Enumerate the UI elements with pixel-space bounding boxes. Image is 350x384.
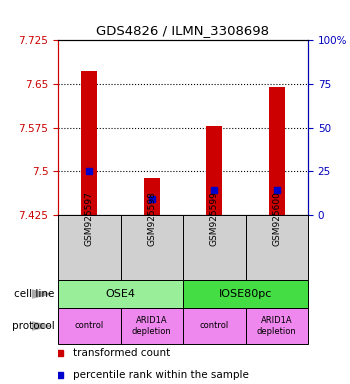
Polygon shape <box>32 290 51 298</box>
Text: ARID1A
depletion: ARID1A depletion <box>132 316 172 336</box>
Bar <box>58 280 183 308</box>
Bar <box>206 126 222 215</box>
Bar <box>245 215 308 280</box>
Text: protocol: protocol <box>12 321 55 331</box>
Bar <box>183 215 245 280</box>
Text: IOSE80pc: IOSE80pc <box>219 289 272 299</box>
Text: GSM925597: GSM925597 <box>85 191 94 246</box>
Text: control: control <box>75 321 104 331</box>
Polygon shape <box>32 322 51 330</box>
Bar <box>144 178 160 215</box>
Title: GDS4826 / ILMN_3308698: GDS4826 / ILMN_3308698 <box>97 25 270 38</box>
Bar <box>120 215 183 280</box>
Bar <box>183 308 245 344</box>
Bar <box>120 308 183 344</box>
Bar <box>58 215 120 280</box>
Text: transformed count: transformed count <box>73 348 170 358</box>
Bar <box>82 71 97 215</box>
Text: ARID1A
depletion: ARID1A depletion <box>257 316 297 336</box>
Text: cell line: cell line <box>14 289 55 299</box>
Text: OSE4: OSE4 <box>105 289 135 299</box>
Bar <box>183 280 308 308</box>
Text: control: control <box>199 321 229 331</box>
Text: percentile rank within the sample: percentile rank within the sample <box>73 370 249 380</box>
Bar <box>58 308 120 344</box>
Text: GSM925598: GSM925598 <box>147 191 156 246</box>
Text: GSM925599: GSM925599 <box>210 191 219 246</box>
Bar <box>245 308 308 344</box>
Bar <box>269 87 285 215</box>
Text: GSM925600: GSM925600 <box>272 191 281 246</box>
